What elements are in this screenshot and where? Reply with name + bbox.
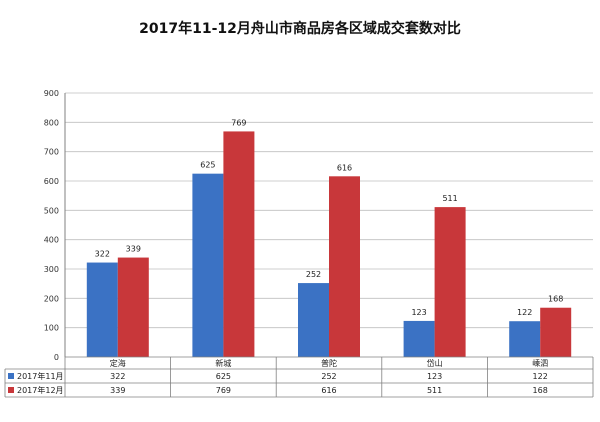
category-label-3: 岱山: [427, 358, 443, 368]
bar-series1-1: [223, 131, 255, 357]
table-value-series0-3: 123: [427, 372, 442, 381]
table-value-series1-1: 769: [216, 386, 231, 395]
category-label-2: 普陀: [321, 358, 337, 368]
y-tick-label-400: 400: [44, 236, 59, 245]
data-label-series0-3: 123: [411, 308, 426, 317]
y-tick-label-800: 800: [44, 118, 59, 127]
bar-series0-2: [298, 283, 329, 357]
table-value-series0-0: 322: [110, 372, 125, 381]
y-tick-label-900: 900: [44, 89, 59, 98]
data-label-series0-1: 625: [200, 161, 215, 170]
bar-series1-2: [329, 176, 360, 357]
bar-series1-4: [540, 307, 572, 357]
data-label-series1-4: 168: [548, 295, 563, 304]
bar-series1-0: [117, 257, 149, 357]
data-labels: 322 625 252 123 122 339 769 616 511 168: [95, 118, 564, 317]
y-tick-label-100: 100: [44, 324, 59, 333]
table-value-series0-1: 625: [216, 372, 231, 381]
legend-swatch-series0: [8, 373, 14, 379]
bar-series1-3: [434, 207, 466, 357]
bars: [86, 131, 572, 357]
legend-label-series1: 2017年12月: [17, 385, 64, 395]
chart-title: 2017年11-12月舟山市商品房各区域成交套数对比: [139, 21, 461, 37]
table-value-series0-2: 252: [321, 372, 336, 381]
data-label-series0-0: 322: [95, 250, 110, 259]
data-label-series1-0: 339: [126, 245, 141, 254]
data-label-series1-2: 616: [337, 163, 352, 172]
data-label-series1-1: 769: [231, 118, 246, 127]
table-value-series0-4: 122: [533, 372, 548, 381]
data-label-series1-3: 511: [442, 194, 457, 203]
y-tick-label-600: 600: [44, 177, 59, 186]
bar-series0-0: [86, 262, 118, 357]
y-tick-label-700: 700: [44, 148, 59, 157]
data-label-series0-4: 122: [517, 308, 532, 317]
y-tick-label-300: 300: [44, 265, 59, 274]
category-label-0: 定海: [110, 358, 126, 368]
bar-series0-1: [192, 173, 224, 357]
table-value-series1-4: 168: [533, 386, 548, 395]
legend-swatch-series1: [8, 387, 14, 393]
data-label-series0-2: 252: [306, 270, 321, 279]
table-value-series1-0: 339: [110, 386, 125, 395]
data-table: 定海 新城 普陀 岱山 嵊泗 2017年11月 322 625 252 123 122 2017年12…: [4, 356, 594, 398]
table-value-series1-3: 511: [427, 386, 442, 395]
category-label-1: 新城: [215, 358, 231, 368]
y-tick-label-0: 0: [54, 353, 59, 362]
category-label-4: 嵊泗: [532, 358, 548, 368]
y-tick-label-500: 500: [44, 206, 59, 215]
bar-series0-4: [509, 321, 541, 357]
legend-label-series0: 2017年11月: [17, 371, 64, 381]
axes: 0 100 200 300 400 500 600 700 800 900: [44, 89, 66, 362]
table-value-series1-2: 616: [321, 386, 336, 395]
y-tick-label-200: 200: [44, 294, 59, 303]
bar-series0-3: [403, 320, 435, 357]
